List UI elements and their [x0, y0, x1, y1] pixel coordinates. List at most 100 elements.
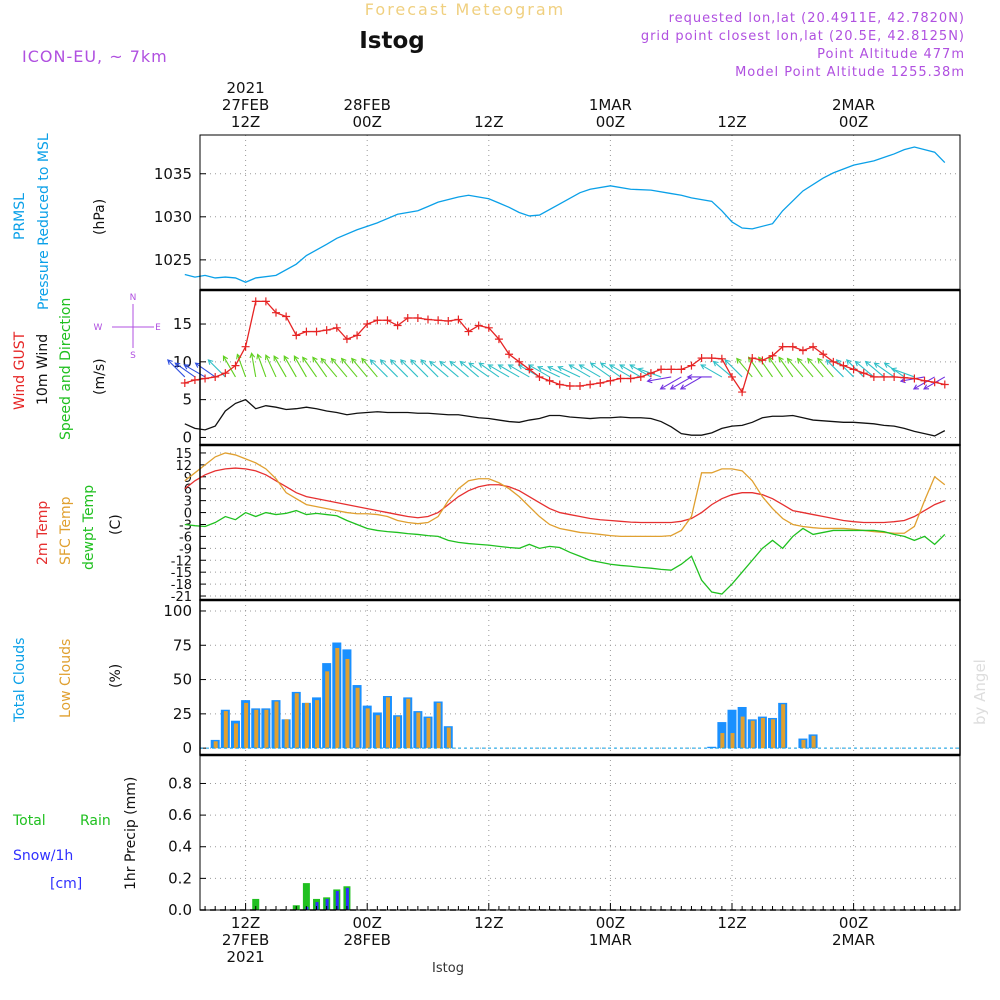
wind-arrow: [558, 366, 581, 378]
y-tick-label: -18: [171, 578, 192, 593]
wind-arrowhead: [527, 364, 534, 370]
wind-arrow: [283, 355, 297, 378]
low-cloud-bar: [781, 704, 786, 749]
time-label-bottom: 2021: [227, 948, 265, 966]
wind-labels: Wind GUST 10m Wind Speed and Direction (…: [12, 293, 161, 440]
y-tick-label: 3: [184, 495, 192, 510]
wind-arrow: [713, 361, 733, 378]
dewpt-label: dewpt Temp: [81, 485, 97, 570]
wind-arrowhead: [629, 364, 636, 370]
wind-arrow: [736, 358, 753, 378]
low-cloud-bar: [416, 712, 421, 749]
y-tick-label: -9: [179, 542, 192, 557]
wind-arrowhead: [264, 354, 271, 361]
wind-arrowhead: [174, 362, 181, 368]
gust-marker: [687, 361, 696, 370]
panel-frame: [199, 754, 961, 911]
wind-arrow: [660, 376, 682, 390]
low-cloud-bar: [760, 717, 765, 749]
wind-arrow: [420, 359, 439, 378]
wind-arrowhead: [369, 359, 376, 365]
wind-arrow: [184, 364, 206, 378]
y-tick-label: 15: [173, 315, 192, 333]
wind-arrow: [488, 364, 510, 378]
wind-arrowhead: [778, 356, 784, 363]
wind-arrowhead: [340, 357, 347, 364]
wind-arrow: [619, 364, 642, 378]
wind-arrow: [222, 355, 236, 378]
y-tick-label: 25: [173, 705, 192, 723]
wind-arrowhead: [194, 362, 201, 368]
gust-marker: [535, 372, 544, 381]
y-tick-label: 0.6: [168, 806, 192, 824]
wind-arrowhead: [659, 384, 666, 390]
rain-label: Rain: [80, 813, 111, 829]
wind-arrow: [855, 361, 875, 378]
gust-marker: [940, 380, 949, 389]
gust-marker: [525, 365, 534, 374]
snow-bar: [335, 891, 339, 910]
low-cloud-bar: [396, 716, 401, 749]
model-altitude: Model Point Altitude 1255.38m: [735, 65, 965, 80]
gust-marker: [677, 365, 686, 374]
precip-unit: 1hr Precip (mm): [123, 777, 139, 890]
wind-arrow: [768, 356, 784, 378]
gust-marker: [809, 342, 818, 351]
low-cloud-bar: [294, 693, 299, 749]
wind-arrow: [826, 359, 844, 378]
low-cloud-bar: [325, 671, 330, 749]
wind-arrowhead: [686, 374, 693, 380]
model-label: ICON-EU, ~ 7km: [22, 47, 168, 66]
wind-arrowhead: [273, 355, 279, 362]
wind-arrow: [787, 358, 804, 378]
series-line-1: [184, 398, 946, 437]
wind-arrowhead: [497, 364, 504, 370]
wind-arrowhead: [557, 365, 564, 372]
panel-3: 0 25 50 75 100: [163, 599, 961, 757]
wind-arrowhead: [400, 359, 406, 365]
wind-arrow: [579, 364, 601, 378]
gust-marker: [505, 350, 514, 359]
wind-arrow: [700, 364, 723, 378]
wind-arrow: [320, 358, 338, 378]
location-title: Istog: [359, 28, 425, 54]
gust-marker: [728, 372, 736, 381]
wind-arrowhead: [825, 359, 832, 365]
low-cloud-bar: [233, 723, 238, 749]
prmsl-label: PRMSL: [12, 193, 28, 240]
gust-marker: [413, 313, 422, 322]
gust-marker: [657, 365, 666, 374]
compass-w: W: [94, 323, 103, 333]
time-label-top: 00Z: [596, 113, 625, 131]
time-label-top: 2MAR: [832, 96, 875, 114]
y-tick-label: 1030: [154, 208, 192, 226]
low-cloud-bar: [223, 711, 228, 749]
wind-arrow: [341, 358, 358, 378]
requested-coords: requested lon,lat (20.4911E, 42.7820N): [669, 11, 965, 26]
rain-bar: [252, 898, 260, 910]
gust-marker: [697, 354, 706, 363]
gust-marker: [758, 356, 767, 365]
time-label-bottom: 2MAR: [832, 931, 875, 949]
wind-arrow: [836, 359, 854, 378]
gust-marker: [839, 361, 848, 370]
y-tick-label: -3: [179, 518, 192, 533]
wind-arrowhead: [478, 362, 485, 368]
wind-arrowhead: [379, 359, 386, 365]
snow-bar: [325, 898, 329, 910]
gust-marker: [646, 369, 655, 378]
low-cloud-bar: [375, 715, 380, 749]
wind-arrowhead: [507, 364, 514, 370]
y-tick-label: -15: [171, 566, 192, 581]
gust-marker: [890, 372, 899, 381]
wind-arrow: [797, 358, 814, 378]
time-label-top: 1MAR: [589, 96, 632, 114]
wind-arrowhead: [547, 365, 554, 372]
gust-marker: [211, 372, 220, 381]
time-label-top: 12Z: [717, 113, 746, 131]
wind-arrow: [468, 362, 490, 378]
gust-marker: [636, 372, 645, 381]
wind-arrowhead: [167, 359, 173, 365]
y-tick-label: 0.4: [168, 838, 192, 856]
wind-arrow: [400, 359, 419, 378]
